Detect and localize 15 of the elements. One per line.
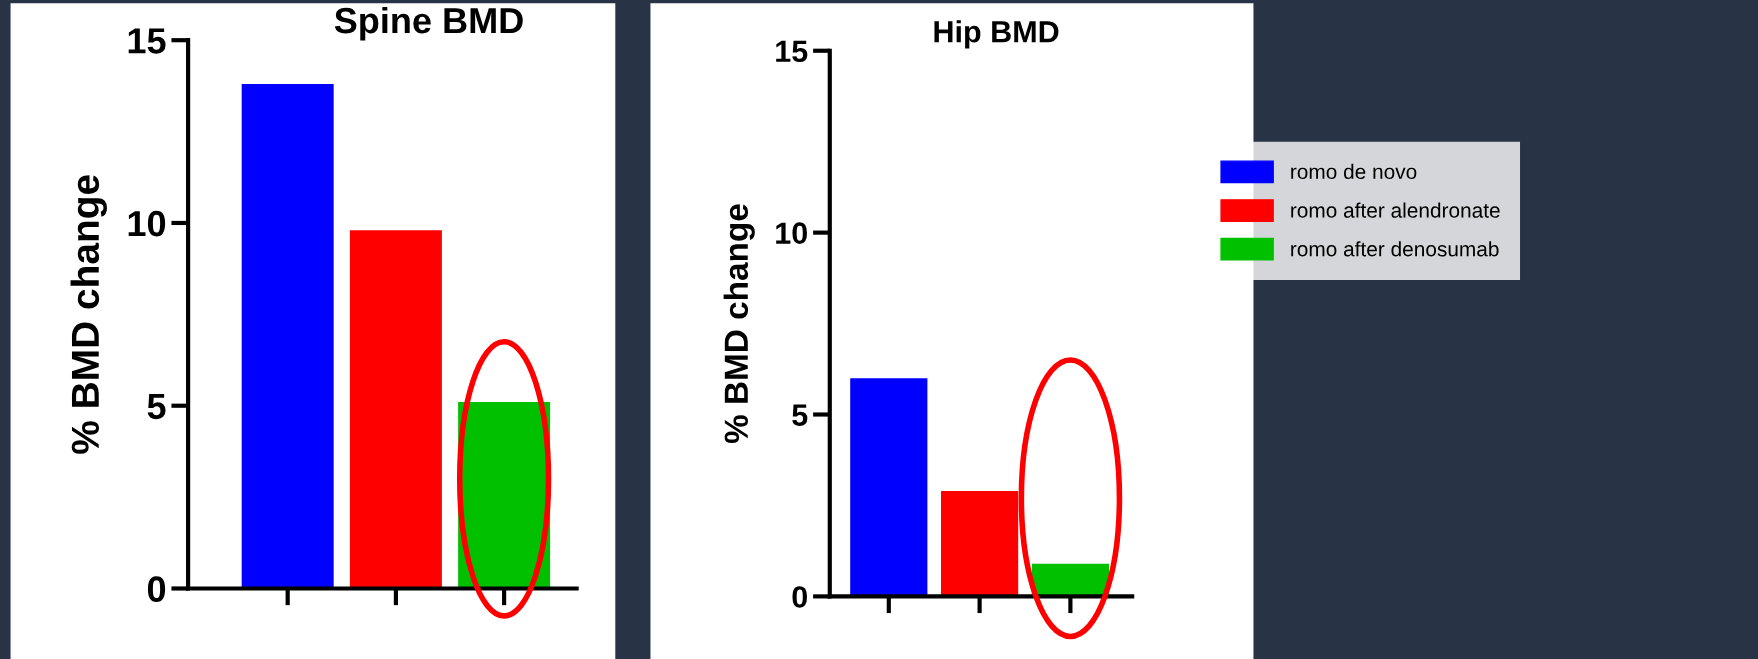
chart-title: Hip BMD — [934, 20, 1059, 49]
legend-label: romo after denosumab — [1291, 241, 1499, 257]
chart-title: Spine BMD — [334, 6, 523, 41]
y-tick-label: 10 — [776, 222, 807, 244]
legend-label: romo after alendronate — [1291, 202, 1500, 218]
legend-label: romo de novo — [1291, 163, 1417, 180]
y-tick-label: 10 — [128, 210, 166, 237]
y-tick-label: 15 — [128, 28, 166, 54]
y-tick-label: 5 — [792, 404, 808, 426]
y-tick-label: 0 — [792, 586, 807, 608]
y-tick-label: 15 — [776, 40, 808, 63]
y-axis-title: % BMD change — [70, 175, 107, 454]
y-axis-title: % BMD change — [723, 204, 755, 444]
y-tick-label: 5 — [147, 393, 166, 420]
y-tick-label: 0 — [147, 576, 166, 602]
